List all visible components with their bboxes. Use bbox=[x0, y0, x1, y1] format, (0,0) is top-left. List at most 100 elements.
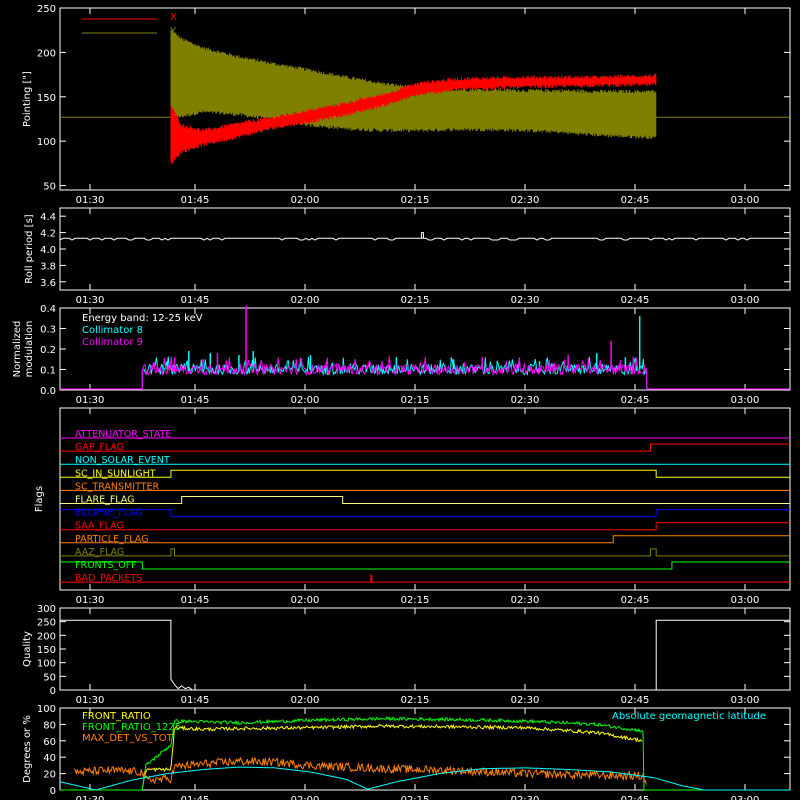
flag-attenuator-state: ATTENUATOR_STATE bbox=[60, 429, 790, 440]
y-axis-label: Pointing ["] bbox=[22, 71, 33, 127]
y-tick-label: 100 bbox=[37, 137, 56, 148]
modulation-trace bbox=[141, 356, 648, 391]
y-tick-label: 4.4 bbox=[40, 212, 56, 223]
panel-roll: 01:30 01:45 02:00 02:15 02:30 02:45 03:00 3.6 3.… bbox=[24, 207, 791, 306]
roll-period-spike bbox=[420, 232, 424, 239]
x-tick-label: 02:00 bbox=[291, 795, 320, 800]
x-tick-label: 03:00 bbox=[731, 195, 760, 206]
x-tick-label: 02:45 bbox=[621, 795, 650, 800]
x-tick-label: 02:45 bbox=[621, 195, 650, 206]
x-tick-label: 01:30 bbox=[76, 295, 105, 306]
flag-trace bbox=[60, 561, 790, 570]
y-tick-label: 3.8 bbox=[40, 261, 56, 272]
x-tick-label: 01:30 bbox=[76, 195, 105, 206]
panel-frame bbox=[59, 7, 791, 191]
y-tick-label: 0.4 bbox=[40, 304, 56, 315]
series-collimator-8 bbox=[141, 316, 648, 391]
x-tick-label: 03:00 bbox=[731, 695, 760, 706]
x-tick-label: 02:30 bbox=[511, 395, 540, 406]
x-tick-label: 01:30 bbox=[76, 795, 105, 800]
series-y-trace bbox=[170, 29, 657, 140]
modulation-trace bbox=[141, 356, 648, 391]
panel-frame bbox=[59, 407, 791, 591]
y-tick-label: 3.6 bbox=[40, 278, 56, 289]
y-tick-label: 50 bbox=[43, 672, 56, 683]
y-tick-label: 0.0 bbox=[40, 386, 56, 397]
flag-flare-flag: FLARE_FLAG bbox=[60, 495, 790, 506]
y-tick-label: 100 bbox=[37, 704, 56, 715]
panel-modulation: 01:30 01:45 02:00 02:15 02:30 02:45 03:00 0.0 0.… bbox=[12, 304, 791, 406]
x-tick-label: 02:45 bbox=[621, 695, 650, 706]
y-tick-label: 4.0 bbox=[40, 245, 56, 256]
x-tick-label: 02:15 bbox=[401, 295, 430, 306]
x-tick-label: 02:00 bbox=[291, 295, 320, 306]
legend-label-0: Energy band: 12-25 keV bbox=[82, 313, 203, 324]
x-tick-label: 01:45 bbox=[181, 395, 210, 406]
y-tick-label: 250 bbox=[37, 4, 56, 15]
x-tick-label: 02:15 bbox=[401, 595, 430, 606]
x-tick-label: 03:00 bbox=[731, 595, 760, 606]
x-tick-label: 02:00 bbox=[291, 395, 320, 406]
legend-label-y: Y bbox=[169, 26, 177, 37]
flag-fronts-off: FRONTS_OFF bbox=[60, 560, 790, 571]
series-front-ratio bbox=[141, 723, 643, 789]
legend-label-geomagnetic-latitude: Absolute geomagnetic latitude bbox=[612, 711, 766, 722]
flag-trace bbox=[60, 509, 790, 518]
flag-trace bbox=[60, 496, 790, 504]
flag-label: PARTICLE_FLAG bbox=[75, 534, 148, 545]
flag-label: ATTENUATOR_STATE bbox=[75, 429, 171, 440]
flag-sc-in-sunlight: SC_IN_SUNLIGHT bbox=[60, 468, 790, 479]
x-tick-label: 02:15 bbox=[401, 695, 430, 706]
x-tick-label: 01:30 bbox=[76, 695, 105, 706]
x-tick-label: 02:00 bbox=[291, 595, 320, 606]
flag-label: FLARE_FLAG bbox=[75, 495, 135, 506]
x-tick-label: 02:30 bbox=[511, 295, 540, 306]
flag-particle-flag: PARTICLE_FLAG bbox=[60, 534, 790, 545]
y-tick-label: 150 bbox=[37, 645, 56, 656]
y-tick-label: 20 bbox=[43, 770, 56, 781]
y-axis-label: Roll period [s] bbox=[24, 214, 35, 283]
y-axis-label-line2: modulation bbox=[24, 321, 35, 378]
x-tick-label: 02:30 bbox=[511, 195, 540, 206]
legend-label-2: MAX_DET_VS_TOT bbox=[82, 733, 174, 744]
series-collimator-9 bbox=[141, 305, 648, 391]
y-tick-label: 0.1 bbox=[40, 366, 56, 377]
x-tick-label: 02:30 bbox=[511, 595, 540, 606]
y-tick-label: 80 bbox=[43, 720, 56, 731]
x-tick-label: 01:45 bbox=[181, 595, 210, 606]
panel-attitude: 01:30 01:45 02:00 02:15 02:30 02:45 03:00 0 20 40… bbox=[22, 704, 791, 800]
legend-label-1: Collimator 8 bbox=[82, 325, 143, 336]
y-tick-label: 4.2 bbox=[40, 229, 56, 240]
y-axis-label: Degrees or % bbox=[22, 715, 33, 783]
y-tick-label: 150 bbox=[37, 93, 56, 104]
y-tick-label: 300 bbox=[37, 604, 56, 615]
x-tick-label: 01:30 bbox=[76, 395, 105, 406]
x-tick-label: 02:15 bbox=[401, 795, 430, 800]
flag-non-solar-event: NON_SOLAR_EVENT bbox=[60, 455, 790, 466]
y-tick-label: 200 bbox=[37, 631, 56, 642]
flag-bad-packets: BAD_PACKETS bbox=[60, 573, 790, 584]
legend-label-0: FRONT_RATIO bbox=[82, 711, 151, 722]
x-tick-label: 03:00 bbox=[731, 795, 760, 800]
x-tick-label: 02:30 bbox=[511, 695, 540, 706]
y-tick-label: 0 bbox=[50, 686, 56, 697]
flag-label: BAD_PACKETS bbox=[75, 573, 142, 584]
x-tick-label: 01:45 bbox=[181, 795, 210, 800]
flag-label: FRONTS_OFF bbox=[75, 560, 137, 571]
y-tick-label: 200 bbox=[37, 48, 56, 59]
x-tick-label: 02:30 bbox=[511, 795, 540, 800]
x-tick-label: 02:00 bbox=[291, 195, 320, 206]
y-tick-label: 60 bbox=[43, 737, 56, 748]
flag-trace bbox=[60, 443, 790, 452]
flag-label: SC_IN_SUNLIGHT bbox=[75, 468, 156, 479]
series-absolute-geomagnetic-latitude bbox=[59, 766, 790, 791]
x-tick-label: 01:45 bbox=[181, 295, 210, 306]
x-tick-label: 02:00 bbox=[291, 695, 320, 706]
flag-sc-transmitter: SC_TRANSMITTER bbox=[60, 481, 790, 492]
x-tick-label: 03:00 bbox=[731, 295, 760, 306]
x-tick-label: 03:00 bbox=[731, 395, 760, 406]
y-tick-label: 0.2 bbox=[40, 345, 56, 356]
flag-aaz-flag: AAZ_FLAG bbox=[60, 547, 790, 558]
